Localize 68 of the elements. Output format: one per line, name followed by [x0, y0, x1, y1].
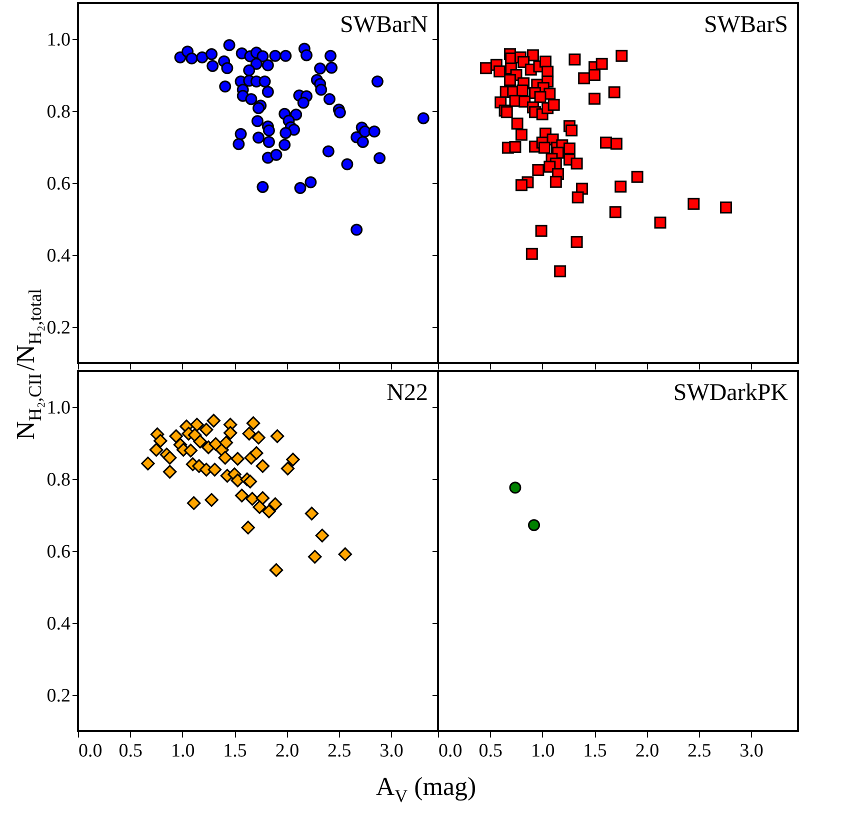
x-tick-label: 0.5 — [478, 740, 503, 762]
point — [223, 426, 238, 440]
point — [186, 496, 201, 510]
point — [162, 450, 177, 465]
point — [193, 434, 207, 448]
point — [149, 442, 164, 457]
point — [184, 444, 198, 458]
point — [268, 497, 282, 512]
x-tick-label: 0.5 — [118, 740, 143, 762]
point — [141, 456, 155, 470]
x-tick-label: 2.0 — [275, 740, 300, 762]
point — [162, 464, 177, 479]
chart-title: SWDarkPK — [673, 380, 789, 406]
y-tick-label: 0.6 — [46, 174, 70, 194]
point — [308, 550, 322, 564]
point — [304, 506, 319, 520]
point — [234, 488, 249, 502]
point — [190, 418, 204, 432]
chart-title: SWBarS — [704, 12, 788, 38]
y-tick-label: 1.0 — [46, 398, 70, 418]
point — [242, 426, 256, 441]
point — [230, 452, 245, 466]
y-tick-label: 0.2 — [46, 686, 70, 706]
y-tick-label: 1.0 — [46, 30, 70, 50]
y-tick-label: 0.2 — [46, 318, 70, 338]
point — [269, 563, 284, 577]
x-tick-label: 1.5 — [223, 740, 247, 762]
point — [208, 462, 222, 477]
x-tick-label: 3.0 — [740, 740, 764, 762]
point — [243, 474, 258, 488]
point — [338, 547, 352, 562]
point — [245, 492, 260, 506]
x-tick-label: 3.0 — [380, 740, 404, 762]
y-tick-label: 0.4 — [46, 246, 71, 266]
point — [256, 491, 270, 505]
point — [154, 434, 168, 448]
x-tick-label: 0.0 — [438, 740, 462, 762]
point — [204, 493, 218, 507]
point — [199, 422, 214, 437]
point — [252, 430, 266, 444]
chart-title: N22 — [386, 380, 428, 406]
point — [256, 459, 270, 473]
point — [241, 520, 255, 534]
y-tick-label: 0.6 — [46, 542, 70, 562]
x-tick-label: 0.0 — [78, 740, 102, 762]
point — [270, 429, 284, 444]
point — [246, 416, 260, 430]
x-tick-label: 1.0 — [530, 740, 555, 762]
point — [252, 500, 266, 514]
x-tick-label: 1.5 — [583, 740, 607, 762]
x-tick-label: 2.5 — [327, 740, 352, 762]
y-tick-label: 0.8 — [46, 102, 70, 122]
chart-title: SWBarN — [340, 12, 428, 38]
point — [286, 452, 300, 466]
y-tick-label: 0.4 — [46, 614, 71, 634]
point — [219, 436, 234, 450]
point — [280, 462, 295, 476]
point — [206, 414, 221, 428]
x-tick-label: 1.0 — [170, 740, 195, 762]
y-tick-label: 0.8 — [46, 470, 70, 490]
y-axis-title: NH₂,CII/NH₂,total — [11, 288, 45, 440]
point — [250, 446, 264, 460]
x-tick-label: 2.0 — [635, 740, 660, 762]
point — [262, 504, 276, 518]
point — [169, 429, 183, 444]
x-tick-label: 2.5 — [687, 740, 712, 762]
point — [218, 450, 232, 465]
point — [315, 528, 330, 542]
